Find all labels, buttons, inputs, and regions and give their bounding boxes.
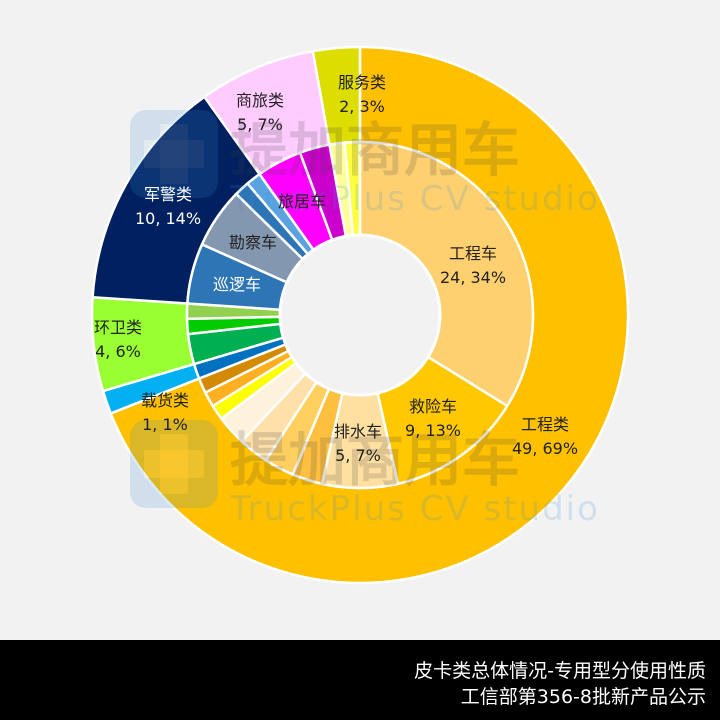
footer-caption: 皮卡类总体情况-专用型分使用性质 工信部第356-8批新产品公示 <box>0 640 720 720</box>
outer-label-服务类: 服务类 2, 3% <box>338 73 386 116</box>
footer-title: 皮卡类总体情况-专用型分使用性质 <box>414 660 706 682</box>
inner-label-巡逻车: 巡逻车 <box>213 275 261 294</box>
outer-label-军警类: 军警类 10, 14% <box>135 185 201 228</box>
center-hole <box>278 233 442 397</box>
svg-text:提加商用车: 提加商用车 <box>230 116 520 184</box>
data-labels: 工程类 49, 69% 载货类 1, 1% 环卫类 4, 6% 军警类 10, 14% 商旅类 5… <box>94 73 578 465</box>
inner-label-工程车: 工程车 24, 34% <box>440 244 506 287</box>
svg-text:TruckPlus CV studio: TruckPlus CV studio <box>229 489 600 529</box>
footer-subtitle: 工信部第356-8批新产品公示 <box>460 686 706 708</box>
outer-label-环卫类: 环卫类 4, 6% <box>94 318 142 361</box>
outer-ring <box>90 45 630 585</box>
inner-ring <box>185 140 535 490</box>
inner-label-旅居车: 旅居车 <box>278 192 326 211</box>
outer-label-载货类: 载货类 1, 1% <box>141 391 189 434</box>
svg-text:提加商用车: 提加商用车 <box>230 426 520 494</box>
svg-text:TruckPlus CV studio: TruckPlus CV studio <box>229 179 600 219</box>
outer-label-工程类: 工程类 49, 69% <box>512 415 578 458</box>
outer-label-商旅类: 商旅类 5, 7% <box>236 91 284 134</box>
inner-label-排水车: 排水车 5, 7% <box>334 422 382 465</box>
inner-label-勘察车: 勘察车 <box>229 233 277 252</box>
inner-label-救险车: 救险车 9, 13% <box>405 397 461 440</box>
